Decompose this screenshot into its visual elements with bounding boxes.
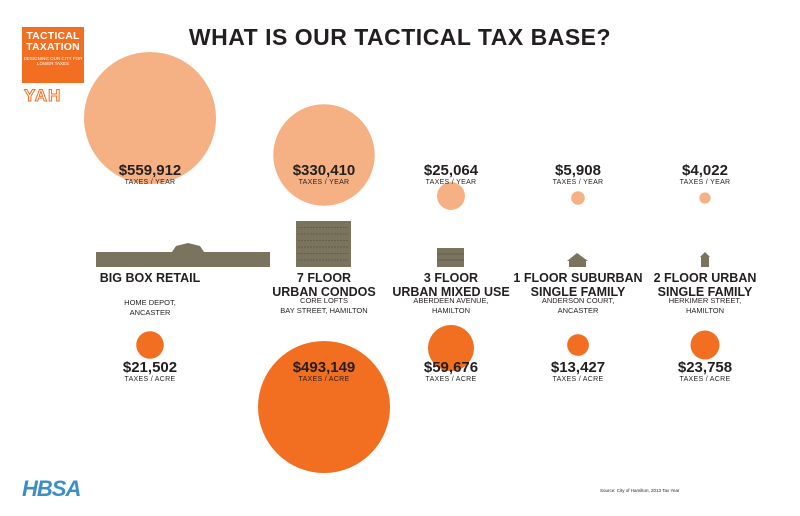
bubble-taxes-acre xyxy=(136,331,164,359)
category-name: SINGLE FAMILY xyxy=(658,285,753,299)
building-big-box-retail xyxy=(96,252,270,267)
category-name: SINGLE FAMILY xyxy=(531,285,626,299)
category-location: ABERDEEN AVENUE, xyxy=(413,296,488,305)
source-note: Source: City of Hamilton, 2013 Tax Year xyxy=(600,488,680,493)
bubble-taxes-year xyxy=(84,52,216,184)
acre-value-label: $23,758 xyxy=(678,359,732,376)
category-name: 1 FLOOR SUBURBAN xyxy=(513,271,642,285)
building-urban-condos xyxy=(296,221,351,267)
category-location: BAY STREET, HAMILTON xyxy=(280,306,367,315)
year-unit-label: TAXES / YEAR xyxy=(680,179,731,186)
year-unit-label: TAXES / YEAR xyxy=(553,179,604,186)
building-urban-mixed-use xyxy=(437,248,464,267)
building-urban-house-roof xyxy=(700,252,710,257)
bubble-taxes-acre xyxy=(428,325,474,371)
building-suburban-house-roof xyxy=(567,253,588,261)
hbsa-logo: HBSA xyxy=(22,476,81,501)
category-name: 3 FLOOR xyxy=(424,271,478,285)
year-value-label: $330,410 xyxy=(293,162,356,179)
building-suburban-house xyxy=(569,261,586,267)
year-value-label: $4,022 xyxy=(682,162,728,179)
building-big-box-roof xyxy=(172,243,204,252)
year-value-label: $5,908 xyxy=(555,162,601,179)
acre-unit-label: TAXES / ACRE xyxy=(680,376,731,383)
year-unit-label: TAXES / YEAR xyxy=(125,179,176,186)
year-unit-label: TAXES / YEAR xyxy=(299,179,350,186)
building-urban-house xyxy=(701,257,709,267)
logo-line-2: TAXATION xyxy=(26,41,80,53)
category-location: CORE LOFTS xyxy=(300,296,348,305)
acre-value-label: $493,149 xyxy=(293,359,356,376)
acre-unit-label: TAXES / ACRE xyxy=(299,376,350,383)
category-location: ANCASTER xyxy=(558,306,599,315)
category-location: HERKIMER STREET, xyxy=(669,296,742,305)
tactical-taxation-logo: TACTICAL TAXATION DESIGNING OUR CITY FOR… xyxy=(22,27,84,83)
yah-logo: YAH xyxy=(23,86,62,106)
year-value-label: $25,064 xyxy=(424,162,479,179)
bubble-taxes-year xyxy=(571,191,585,205)
bubble-taxes-acre xyxy=(258,341,390,473)
bubble-taxes-year xyxy=(273,104,375,206)
category-name: 7 FLOOR xyxy=(297,271,351,285)
category-location: ANCASTER xyxy=(130,308,171,317)
chart-title: WHAT IS OUR TACTICAL TAX BASE? xyxy=(188,24,612,50)
bubble-taxes-year xyxy=(437,182,465,210)
logo-tagline: DESIGNING OUR CITY FOR LOWER TAXES xyxy=(23,56,83,66)
acre-value-label: $13,427 xyxy=(551,359,605,376)
category-name: URBAN MIXED USE xyxy=(392,285,509,299)
category-name: URBAN CONDOS xyxy=(272,285,375,299)
bubble-taxes-year xyxy=(699,192,711,204)
category-name: 2 FLOOR URBAN xyxy=(654,271,757,285)
bubble-taxes-acre xyxy=(690,330,720,360)
category-name: BIG BOX RETAIL xyxy=(100,271,201,285)
category-location: HAMILTON xyxy=(432,306,470,315)
category-location: HAMILTON xyxy=(686,306,724,315)
acre-value-label: $21,502 xyxy=(123,359,177,376)
acre-value-label: $59,676 xyxy=(424,359,478,376)
acre-unit-label: TAXES / ACRE xyxy=(426,376,477,383)
year-value-label: $559,912 xyxy=(119,162,182,179)
logo-line-1: TACTICAL xyxy=(26,30,80,42)
acre-unit-label: TAXES / ACRE xyxy=(553,376,604,383)
bubble-taxes-acre xyxy=(567,334,589,356)
acre-unit-label: TAXES / ACRE xyxy=(125,376,176,383)
category-location: ANDERSON COURT, xyxy=(542,296,614,305)
category-location: HOME DEPOT, xyxy=(124,298,176,307)
year-unit-label: TAXES / YEAR xyxy=(426,179,477,186)
